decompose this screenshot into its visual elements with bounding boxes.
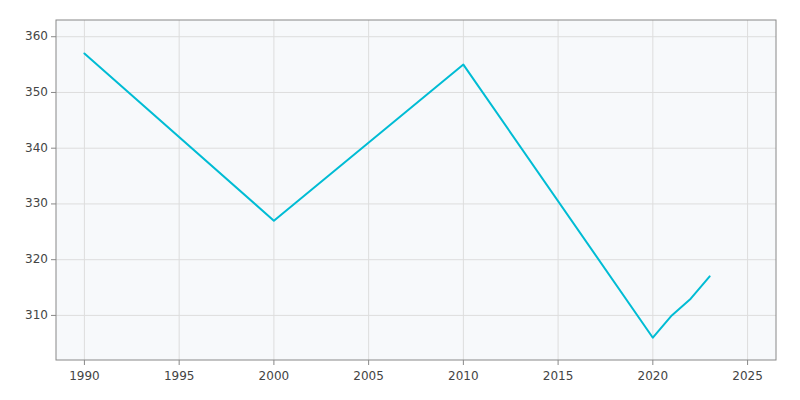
grid-line-y — [56, 315, 776, 316]
tick-label-x: 2005 — [353, 369, 384, 383]
chart-svg: 310 320 330 340 350 360 1990 1995 2000 2005 2010 20… — [0, 0, 800, 400]
tick-label-x: 1995 — [164, 369, 195, 383]
tick-label-x: 1990 — [69, 369, 100, 383]
tick-label-y: 310 — [25, 308, 48, 322]
tick-mark-x — [179, 360, 180, 365]
plot-background — [56, 20, 776, 360]
grid-line-x — [558, 20, 559, 360]
tick-mark-x — [652, 360, 653, 365]
axes: 310 320 330 340 350 360 1990 1995 2000 2005 2010 20… — [25, 20, 776, 383]
grid-line-x — [84, 20, 85, 360]
grid-line-x — [652, 20, 653, 360]
grid-line-y — [56, 203, 776, 204]
chart-container: 310 320 330 340 350 360 1990 1995 2000 2005 2010 20… — [0, 0, 800, 400]
tick-mark-x — [368, 360, 369, 365]
series-group — [84, 53, 709, 337]
tick-label-x: 2025 — [732, 369, 763, 383]
tick-mark-x — [463, 360, 464, 365]
tick-label-y: 320 — [25, 252, 48, 266]
tick-label-x: 2000 — [259, 369, 290, 383]
tick-mark-x — [273, 360, 274, 365]
tick-label-y: 330 — [25, 196, 48, 210]
tick-mark-x — [84, 360, 85, 365]
tick-mark-y — [51, 92, 56, 93]
grid-line-y — [56, 259, 776, 260]
series-line — [84, 53, 709, 337]
tick-label-x: 2020 — [638, 369, 669, 383]
grid-line-x — [463, 20, 464, 360]
grid-line-x — [747, 20, 748, 360]
tick-mark-x — [747, 360, 748, 365]
grid-line-y — [56, 148, 776, 149]
tick-mark-y — [51, 203, 56, 204]
tick-mark-y — [51, 259, 56, 260]
plot-frame — [56, 20, 776, 360]
grid-line-x — [179, 20, 180, 360]
tick-mark-y — [51, 148, 56, 149]
grid-line-x — [273, 20, 274, 360]
grid-line-x — [368, 20, 369, 360]
grid — [56, 20, 776, 360]
tick-label-y: 360 — [25, 29, 48, 43]
tick-mark-y — [51, 36, 56, 37]
tick-mark-y — [51, 315, 56, 316]
tick-mark-x — [558, 360, 559, 365]
grid-line-y — [56, 36, 776, 37]
grid-line-y — [56, 92, 776, 93]
tick-label-x: 2015 — [543, 369, 574, 383]
tick-label-x: 2010 — [448, 369, 479, 383]
tick-label-y: 340 — [25, 141, 48, 155]
tick-label-y: 350 — [25, 85, 48, 99]
